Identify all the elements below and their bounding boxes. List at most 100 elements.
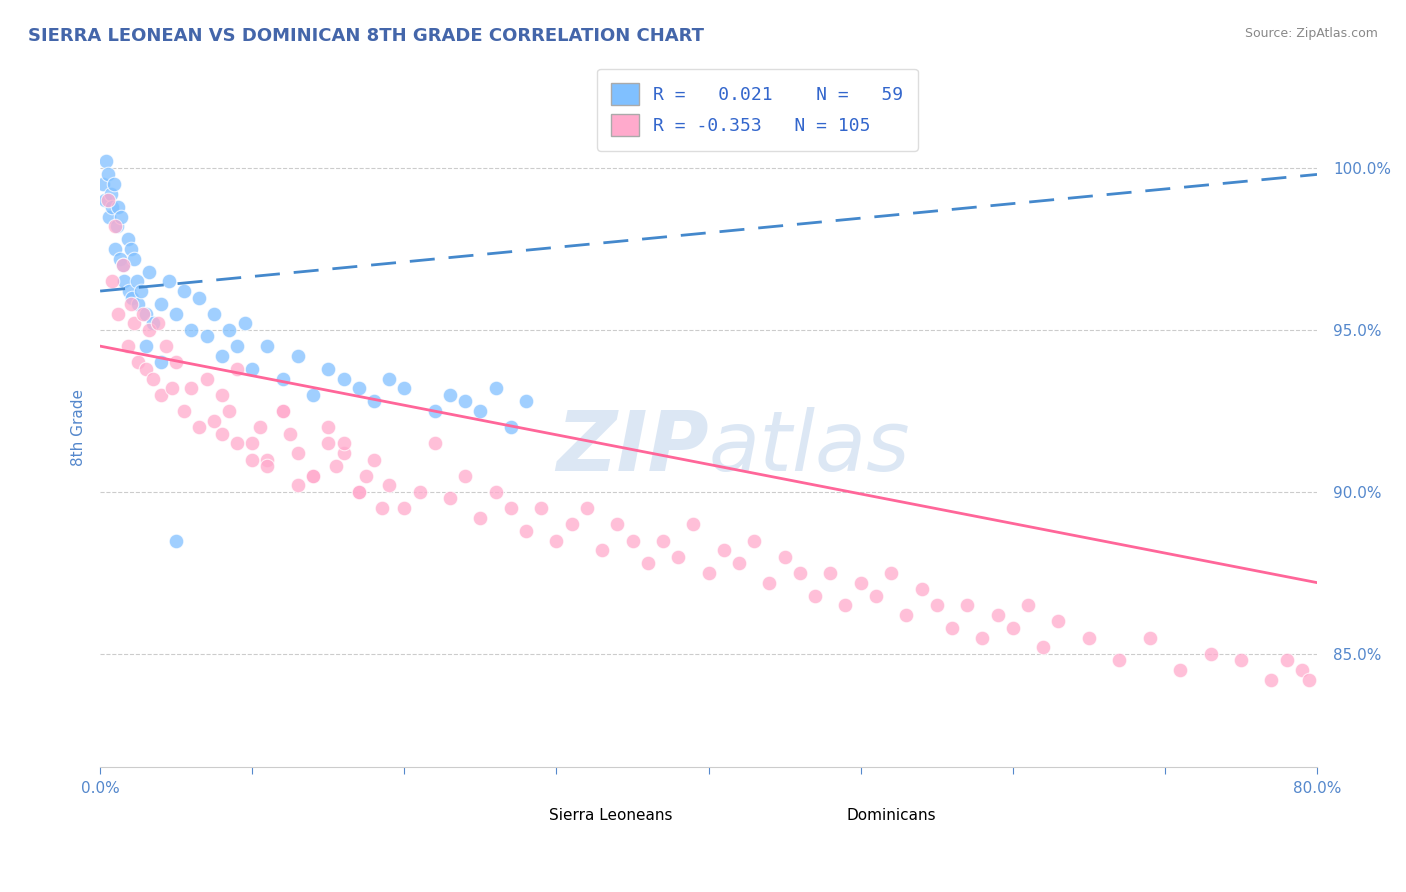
Point (103, 177, 125, 191)
Point (316, 361, 339, 376)
Point (271, 404, 294, 418)
Point (108, 252, 131, 266)
Point (1291, 663, 1313, 677)
Point (820, 566, 842, 580)
Point (165, 533, 187, 548)
Point (135, 307, 157, 321)
Point (347, 484, 370, 499)
Point (378, 478, 401, 492)
Point (97, 194, 120, 208)
Point (240, 452, 263, 467)
Point (394, 501, 416, 516)
Point (127, 355, 149, 369)
Point (637, 556, 659, 570)
Point (1260, 673, 1282, 687)
Legend: R =   0.021    N =   59, R = -0.353   N = 105: R = 0.021 N = 59, R = -0.353 N = 105 (598, 69, 918, 151)
Point (485, 381, 508, 395)
Point (149, 355, 172, 369)
Point (107, 307, 129, 321)
Point (652, 533, 675, 548)
FancyBboxPatch shape (502, 799, 544, 818)
Point (408, 484, 430, 499)
Point (93, 194, 115, 208)
Point (101, 200, 124, 214)
Point (118, 284, 141, 298)
Point (149, 388, 172, 402)
Point (160, 381, 183, 395)
Point (987, 607, 1010, 622)
Point (165, 355, 187, 369)
Point (1017, 599, 1039, 613)
Point (394, 381, 416, 395)
Point (122, 252, 145, 266)
Point (1199, 647, 1222, 661)
Point (1298, 673, 1320, 687)
Point (271, 371, 294, 385)
Point (278, 426, 301, 441)
Point (363, 452, 385, 467)
Point (233, 317, 256, 331)
Point (114, 274, 136, 288)
Point (849, 575, 872, 590)
Point (256, 339, 278, 353)
Point (880, 566, 903, 580)
Point (316, 436, 339, 450)
Point (226, 339, 249, 353)
Point (356, 468, 378, 483)
Point (454, 468, 477, 483)
Point (666, 549, 689, 564)
Text: Source: ZipAtlas.com: Source: ZipAtlas.com (1244, 27, 1378, 40)
Point (485, 484, 508, 499)
Point (910, 582, 932, 596)
Point (575, 501, 598, 516)
Point (834, 599, 856, 613)
Point (1108, 653, 1130, 667)
Point (499, 420, 522, 434)
Point (363, 394, 385, 409)
Point (423, 404, 446, 418)
Point (180, 323, 202, 337)
Point (117, 232, 139, 246)
Point (896, 607, 918, 622)
Point (804, 589, 827, 603)
Point (470, 511, 492, 525)
Point (97, 168, 120, 182)
Point (240, 361, 263, 376)
Point (697, 566, 720, 580)
Point (105, 219, 128, 234)
Point (127, 297, 149, 311)
Point (240, 436, 263, 450)
Point (1230, 653, 1253, 667)
Text: Sierra Leoneans: Sierra Leoneans (550, 808, 673, 823)
Point (470, 404, 492, 418)
Point (591, 543, 613, 558)
Text: Dominicans: Dominicans (846, 808, 936, 823)
Point (218, 323, 240, 337)
Point (211, 349, 233, 363)
Point (188, 420, 211, 434)
Point (135, 339, 157, 353)
Point (104, 242, 127, 256)
Point (138, 265, 160, 279)
Point (499, 501, 522, 516)
Point (1001, 621, 1024, 635)
Point (111, 258, 134, 272)
Point (120, 297, 142, 311)
Point (773, 549, 796, 564)
Point (956, 599, 979, 613)
Point (256, 452, 278, 467)
Point (138, 323, 160, 337)
Point (925, 599, 948, 613)
Point (142, 371, 165, 385)
Point (96, 154, 118, 169)
Point (758, 575, 780, 590)
Point (202, 414, 225, 428)
Text: ZIP: ZIP (555, 407, 709, 488)
Point (454, 394, 477, 409)
Point (100, 186, 122, 201)
Point (271, 404, 294, 418)
Point (104, 219, 127, 234)
Point (129, 284, 152, 298)
Point (530, 501, 553, 516)
Point (111, 258, 134, 272)
